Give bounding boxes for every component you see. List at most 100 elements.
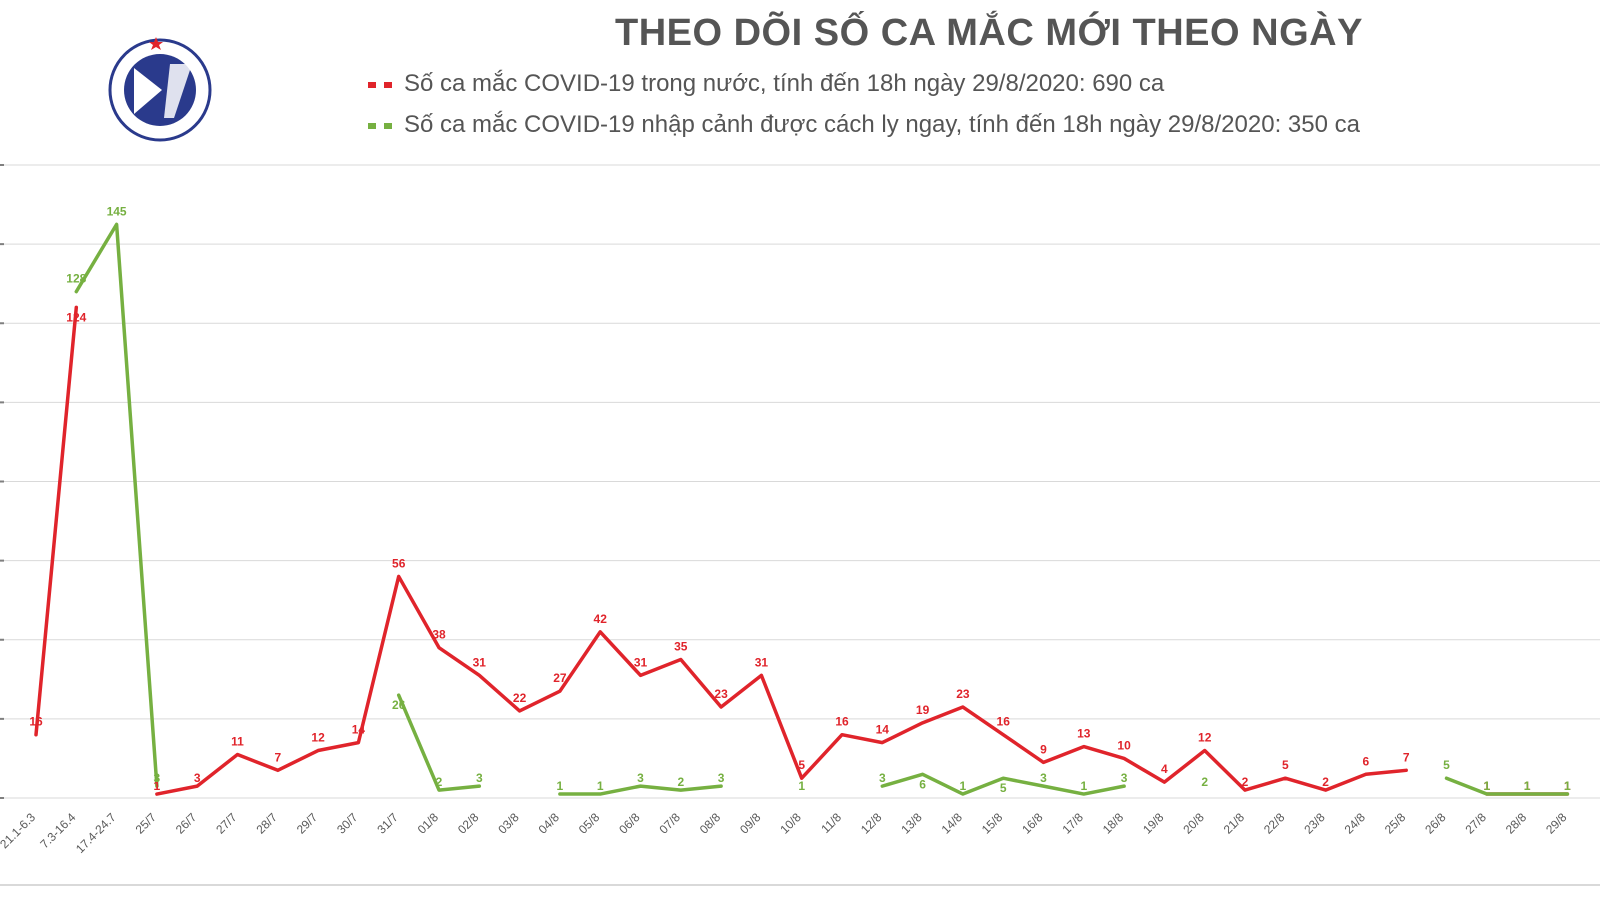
data-label-domestic: 35 bbox=[674, 640, 688, 654]
data-label-domestic: 5 bbox=[798, 758, 805, 772]
x-tick-label: 19/8 bbox=[1140, 810, 1167, 837]
data-label-domestic: 23 bbox=[714, 687, 728, 701]
x-tick-label: 31/7 bbox=[374, 810, 401, 837]
data-label-imported: 1 bbox=[597, 779, 604, 793]
x-tick-label: 18/8 bbox=[1100, 810, 1127, 837]
x-tick-label: 09/8 bbox=[737, 810, 764, 837]
frame-border bbox=[0, 884, 1600, 886]
data-label-imported: 3 bbox=[637, 771, 644, 785]
data-label-domestic: 13 bbox=[1077, 727, 1091, 741]
legend-entry-imported: Số ca mắc COVID-19 nhập cảnh được cách l… bbox=[368, 111, 1360, 139]
data-label-imported: 3 bbox=[476, 771, 483, 785]
series-line-domestic bbox=[155, 574, 1408, 796]
data-label-imported: 2 bbox=[436, 775, 443, 789]
data-label-imported: 1 bbox=[557, 779, 564, 793]
data-label-domestic: 22 bbox=[513, 691, 527, 705]
data-label-domestic: 1 bbox=[1564, 779, 1571, 793]
x-tick-label: 05/8 bbox=[576, 810, 603, 837]
x-tick-label: 21.1-6.3 bbox=[0, 810, 38, 851]
data-label-domestic: 31 bbox=[755, 655, 769, 669]
data-label-imported: 3 bbox=[154, 771, 161, 785]
data-label-domestic: 7 bbox=[274, 750, 281, 764]
x-tick-label: 02/8 bbox=[455, 810, 482, 837]
x-tick-label: 23/8 bbox=[1301, 810, 1328, 837]
data-label-domestic: 1 bbox=[154, 779, 161, 793]
data-label-domestic: 56 bbox=[392, 556, 406, 570]
data-label-imported: 1 bbox=[798, 779, 805, 793]
x-tick-label: 06/8 bbox=[616, 810, 643, 837]
data-label-domestic: 31 bbox=[634, 655, 648, 669]
data-label-imported: 6 bbox=[919, 777, 926, 791]
data-label-domestic: 12 bbox=[1198, 731, 1212, 745]
x-tick-label: 15/8 bbox=[979, 810, 1006, 837]
x-tick-label: 03/8 bbox=[495, 810, 522, 837]
data-label-domestic: 16 bbox=[997, 715, 1011, 729]
x-tick-label: 29/7 bbox=[294, 810, 321, 837]
data-label-imported: 3 bbox=[718, 771, 725, 785]
x-tick-label: 04/8 bbox=[536, 810, 563, 837]
data-label-imported: 1 bbox=[1080, 779, 1087, 793]
x-tick-label: 26/7 bbox=[173, 810, 200, 837]
data-label-domestic: 38 bbox=[432, 628, 446, 642]
series-line-imported bbox=[880, 772, 1126, 796]
data-label-domestic: 16 bbox=[29, 715, 43, 729]
x-tick-label: 28/8 bbox=[1503, 810, 1530, 837]
x-tick-label: 27/7 bbox=[213, 810, 240, 837]
x-tick-label: 20/8 bbox=[1180, 810, 1207, 837]
data-label-domestic: 14 bbox=[352, 723, 366, 737]
data-label-imported: 128 bbox=[66, 272, 86, 286]
data-label-domestic: 2 bbox=[1322, 775, 1329, 789]
data-label-domestic: 12 bbox=[311, 731, 325, 745]
legend-swatch-domestic bbox=[368, 81, 398, 88]
x-tick-label: 21/8 bbox=[1221, 810, 1248, 837]
x-tick-label: 14/8 bbox=[939, 810, 966, 837]
data-label-imported: 1 bbox=[960, 779, 967, 793]
ministry-of-health-logo bbox=[100, 28, 220, 148]
x-tick-label: 01/8 bbox=[415, 810, 442, 837]
x-tick-label: 22/8 bbox=[1261, 810, 1288, 837]
x-tick-label: 13/8 bbox=[898, 810, 925, 837]
data-label-domestic: 7 bbox=[1403, 750, 1410, 764]
data-label-imported: 1 bbox=[1483, 779, 1490, 793]
x-tick-label: 07/8 bbox=[657, 810, 684, 837]
x-tick-label: 26/8 bbox=[1422, 810, 1449, 837]
data-label-imported: 3 bbox=[879, 771, 886, 785]
data-label-imported: 1 bbox=[1564, 779, 1571, 793]
x-tick-label: 17/8 bbox=[1060, 810, 1087, 837]
x-tick-label: 10/8 bbox=[777, 810, 804, 837]
x-tick-label: 16/8 bbox=[1019, 810, 1046, 837]
legend-swatch-imported bbox=[368, 122, 398, 129]
data-label-imported: 1 bbox=[1524, 779, 1531, 793]
legend-label-imported: Số ca mắc COVID-19 nhập cảnh được cách l… bbox=[404, 111, 1360, 138]
data-label-domestic: 42 bbox=[594, 612, 608, 626]
series-line-domestic bbox=[34, 305, 79, 737]
x-tick-label: 27/8 bbox=[1463, 810, 1490, 837]
legend-label-domestic: Số ca mắc COVID-19 trong nước, tính đến … bbox=[404, 70, 1165, 97]
data-label-domestic: 14 bbox=[876, 723, 890, 737]
x-tick-label: 25/8 bbox=[1382, 810, 1409, 837]
legend-entry-domestic: Số ca mắc COVID-19 trong nước, tính đến … bbox=[368, 70, 1164, 98]
x-tick-label: 30/7 bbox=[334, 810, 361, 837]
data-label-domestic: 1 bbox=[1483, 779, 1490, 793]
data-label-domestic: 2 bbox=[1242, 775, 1249, 789]
data-label-domestic: 27 bbox=[553, 671, 567, 685]
data-label-imported: 5 bbox=[1000, 781, 1007, 795]
data-label-imported: 2 bbox=[677, 775, 684, 789]
data-label-domestic: 1 bbox=[1524, 779, 1531, 793]
series-line-imported bbox=[74, 222, 159, 788]
data-label-domestic: 5 bbox=[1282, 758, 1289, 772]
data-label-imported: 145 bbox=[107, 204, 127, 218]
x-tick-label: 28/7 bbox=[254, 810, 281, 837]
series-line-imported bbox=[396, 693, 482, 792]
data-label-imported: 2 bbox=[1201, 775, 1208, 789]
x-tick-label: 29/8 bbox=[1543, 810, 1570, 837]
series-line-imported bbox=[1444, 776, 1570, 796]
series-line-imported bbox=[558, 784, 723, 796]
data-label-imported: 5 bbox=[1443, 758, 1450, 772]
data-label-domestic: 4 bbox=[1161, 762, 1168, 776]
data-label-imported: 26 bbox=[392, 698, 406, 712]
x-tick-label: 08/8 bbox=[697, 810, 724, 837]
data-label-domestic: 3 bbox=[194, 771, 201, 785]
data-label-domestic: 19 bbox=[916, 703, 930, 717]
